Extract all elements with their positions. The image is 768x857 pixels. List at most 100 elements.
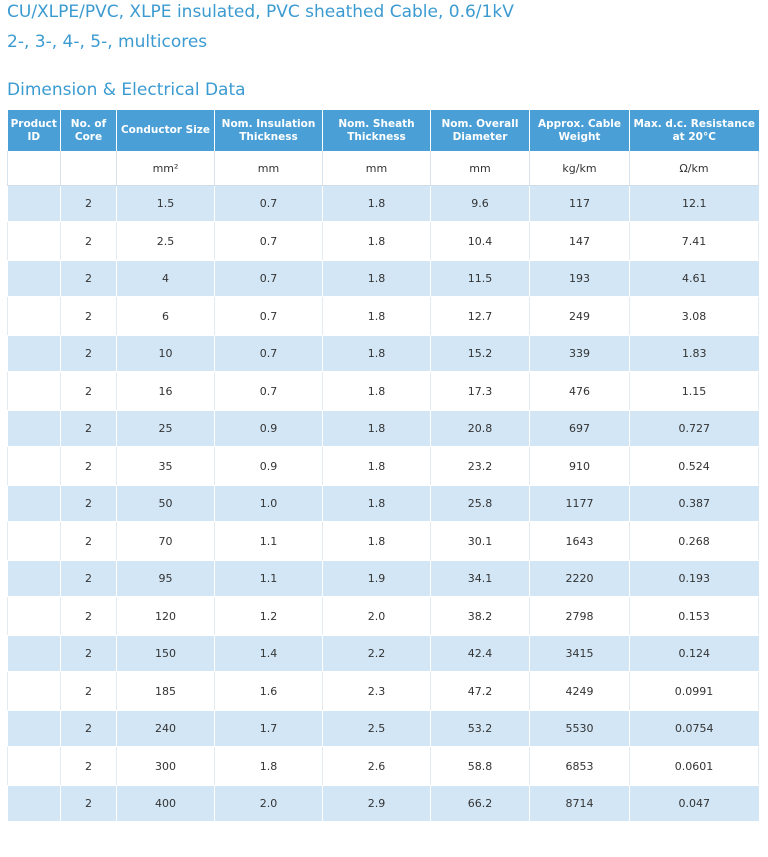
overall-diameter-cell: 34.1 [430,560,530,597]
overall-diameter-cell: 9.6 [430,185,530,222]
dc-resistance-cell: 0.153 [629,596,759,636]
cable-weight-cell: 2798 [529,596,630,636]
overall-diameter-cell: 38.2 [430,596,530,636]
sheath-thickness-cell: 1.9 [322,560,431,597]
product-id-cell [7,371,61,411]
no-of-core-cell: 2 [60,485,117,522]
sheath-thickness-cell: 2.9 [322,785,431,822]
cable-weight-cell: 117 [529,185,630,222]
conductor-size-cell: 6 [116,296,215,336]
no-of-core-cell: 2 [60,335,117,372]
insulation-thickness-cell: 0.9 [214,446,323,486]
table-row: 2 95 1.1 1.9 34.1 2220 0.193 [7,560,759,597]
column-header-insulation-thickness: Nom. Insulation Thickness [214,110,323,151]
conductor-size-cell: 35 [116,446,215,486]
cable-weight-cell: 910 [529,446,630,486]
cable-weight-cell: 8714 [529,785,630,822]
dc-resistance-cell: 0.0601 [629,746,759,786]
sheath-thickness-cell: 1.8 [322,260,431,297]
product-id-cell [7,335,61,372]
dc-resistance-cell: 0.268 [629,521,759,561]
sheath-thickness-cell: 1.8 [322,296,431,336]
table-row: 2 300 1.8 2.6 58.8 6853 0.0601 [7,746,759,786]
cable-weight-cell: 249 [529,296,630,336]
dc-resistance-cell: 0.524 [629,446,759,486]
table-row: 2 25 0.9 1.8 20.8 697 0.727 [7,410,759,447]
unit-cell: mm [214,151,323,186]
conductor-size-cell: 10 [116,335,215,372]
overall-diameter-cell: 12.7 [430,296,530,336]
overall-diameter-cell: 58.8 [430,746,530,786]
overall-diameter-cell: 53.2 [430,710,530,747]
overall-diameter-cell: 23.2 [430,446,530,486]
no-of-core-cell: 2 [60,521,117,561]
cable-weight-cell: 697 [529,410,630,447]
cable-weight-cell: 2220 [529,560,630,597]
conductor-size-cell: 70 [116,521,215,561]
overall-diameter-cell: 47.2 [430,671,530,711]
overall-diameter-cell: 11.5 [430,260,530,297]
unit-cell [60,151,117,186]
no-of-core-cell: 2 [60,746,117,786]
unit-cell: Ω/km [629,151,759,186]
product-id-cell [7,596,61,636]
sheath-thickness-cell: 1.8 [322,485,431,522]
no-of-core-cell: 2 [60,560,117,597]
conductor-size-cell: 16 [116,371,215,411]
sheath-thickness-cell: 1.8 [322,185,431,222]
insulation-thickness-cell: 1.7 [214,710,323,747]
table-row: 2 16 0.7 1.8 17.3 476 1.15 [7,371,759,411]
column-header-product-id: Product ID [7,110,61,151]
cable-weight-cell: 4249 [529,671,630,711]
conductor-size-cell: 1.5 [116,185,215,222]
dc-resistance-cell: 3.08 [629,296,759,336]
overall-diameter-cell: 66.2 [430,785,530,822]
conductor-size-cell: 50 [116,485,215,522]
cable-weight-cell: 3415 [529,635,630,672]
dc-resistance-cell: 0.0754 [629,710,759,747]
sheath-thickness-cell: 1.8 [322,371,431,411]
dc-resistance-cell: 0.124 [629,635,759,672]
product-id-cell [7,785,61,822]
table-row: 2 150 1.4 2.2 42.4 3415 0.124 [7,635,759,672]
sheath-thickness-cell: 2.2 [322,635,431,672]
no-of-core-cell: 2 [60,635,117,672]
no-of-core-cell: 2 [60,671,117,711]
no-of-core-cell: 2 [60,185,117,222]
table-header-row: Product ID No. of Core Conductor Size No… [7,110,759,151]
table-row: 2 6 0.7 1.8 12.7 249 3.08 [7,296,759,336]
conductor-size-cell: 2.5 [116,221,215,261]
conductor-size-cell: 150 [116,635,215,672]
sheath-thickness-cell: 1.8 [322,410,431,447]
cable-weight-cell: 193 [529,260,630,297]
column-header-overall-diameter: Nom. Overall Diameter [430,110,530,151]
column-header-sheath-thickness: Nom. Sheath Thickness [322,110,431,151]
table-row: 2 120 1.2 2.0 38.2 2798 0.153 [7,596,759,636]
table-row: 2 240 1.7 2.5 53.2 5530 0.0754 [7,710,759,747]
product-id-cell [7,560,61,597]
cable-weight-cell: 6853 [529,746,630,786]
product-id-cell [7,485,61,522]
sheath-thickness-cell: 1.8 [322,221,431,261]
product-id-cell [7,521,61,561]
overall-diameter-cell: 25.8 [430,485,530,522]
insulation-thickness-cell: 0.7 [214,185,323,222]
cable-weight-cell: 1177 [529,485,630,522]
insulation-thickness-cell: 0.7 [214,371,323,411]
unit-cell: mm² [116,151,215,186]
product-id-cell [7,746,61,786]
conductor-size-cell: 95 [116,560,215,597]
unit-cell [7,151,61,186]
overall-diameter-cell: 20.8 [430,410,530,447]
insulation-thickness-cell: 1.0 [214,485,323,522]
insulation-thickness-cell: 0.7 [214,296,323,336]
dc-resistance-cell: 0.387 [629,485,759,522]
sheath-thickness-cell: 1.8 [322,335,431,372]
product-id-cell [7,410,61,447]
column-header-dc-resistance: Max. d.c. Resistance at 20°C [629,110,759,151]
no-of-core-cell: 2 [60,410,117,447]
table-body: 2 1.5 0.7 1.8 9.6 117 12.1 2 2.5 0.7 1.8 10.4 147 7.4… [7,185,759,822]
column-header-cable-weight: Approx. Cable Weight [529,110,630,151]
table-row: 2 10 0.7 1.8 15.2 339 1.83 [7,335,759,372]
no-of-core-cell: 2 [60,221,117,261]
